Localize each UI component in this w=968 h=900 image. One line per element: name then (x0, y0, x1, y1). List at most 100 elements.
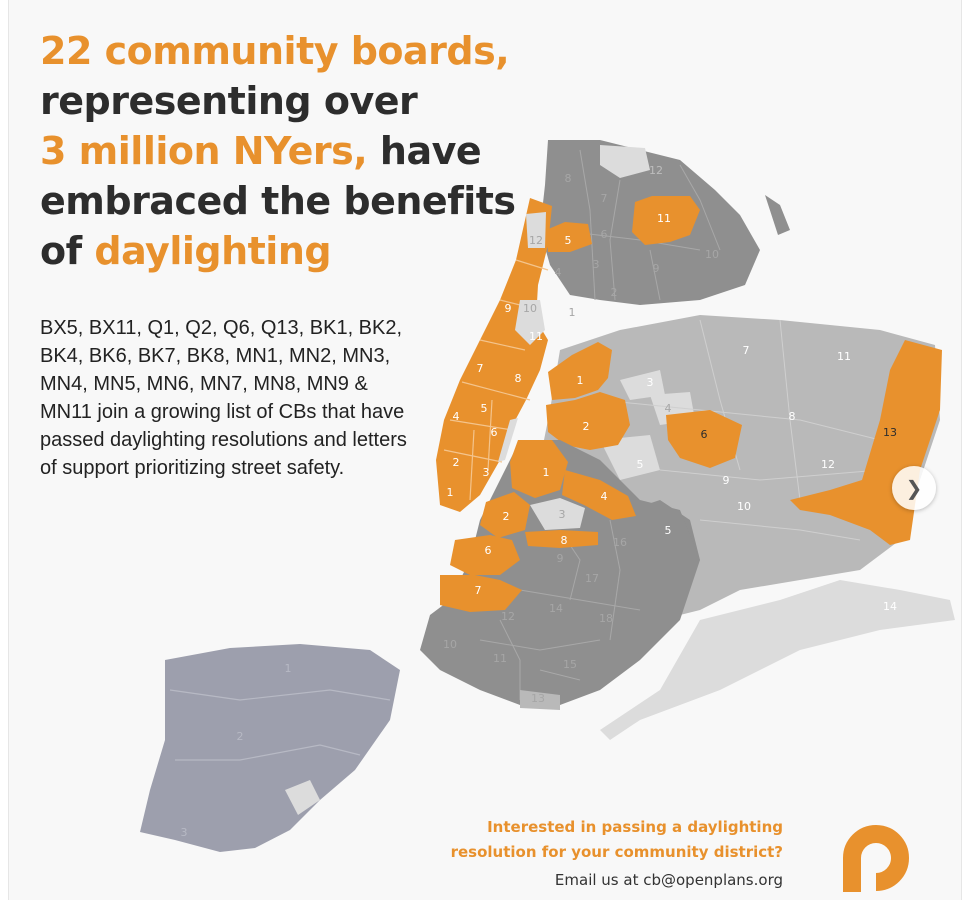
coney-island-light (520, 690, 560, 710)
bx5 (546, 222, 592, 252)
bk-label: 15 (563, 658, 577, 671)
chevron-right-icon: ❯ (905, 476, 923, 500)
headline-line-1: 22 community boards, (40, 29, 510, 73)
bk-label: 10 (443, 638, 457, 651)
bk-label: 4 (601, 490, 608, 503)
bx-label: 2 (611, 286, 618, 299)
bk-label: 1 (543, 466, 550, 479)
manhattan (436, 198, 552, 512)
cta-line-2: resolution for your community district? (450, 843, 783, 861)
qn-label: 8 (789, 410, 796, 423)
headline-line-4: embraced the benefits (40, 179, 516, 223)
bronx-light (600, 145, 650, 178)
bx-label: 6 (601, 228, 608, 241)
mn-label: 12 (529, 234, 543, 247)
bk-label: 12 (501, 610, 515, 623)
qn-label: 3 (647, 376, 654, 389)
qn-label: 2 (583, 420, 590, 433)
bk-label: 11 (493, 652, 507, 665)
bx-label: 4 (555, 266, 562, 279)
qn-label: 10 (737, 500, 751, 513)
call-to-action: Interested in passing a daylighting reso… (451, 815, 783, 895)
cta-email[interactable]: Email us at cb@openplans.org (554, 871, 783, 889)
queens-light-5 (600, 435, 660, 480)
qn-label: 7 (743, 344, 750, 357)
bk7 (440, 575, 522, 612)
mn-label: 2 (453, 456, 460, 469)
headline-line-3-rest: have (367, 129, 482, 173)
mn-label: 11 (529, 330, 543, 343)
jamaica-bay-islands (600, 580, 955, 740)
headline-highlight-5: daylighting (94, 229, 332, 273)
qn-label: 1 (577, 374, 584, 387)
staten-island-shore-light (285, 780, 320, 815)
bx11 (632, 196, 700, 245)
staten-island (140, 644, 400, 852)
q6 (666, 410, 742, 468)
bk1 (510, 440, 568, 498)
bk-label: 8 (561, 534, 568, 547)
bx-label: 12 (649, 164, 663, 177)
bk6 (450, 535, 520, 575)
headline-highlight-3: 3 million NYers, (40, 129, 368, 173)
bx-label: 10 (705, 248, 719, 261)
bk-label: 16 (613, 536, 627, 549)
bk-label: 13 (531, 692, 545, 705)
bx-label: 11 (657, 212, 671, 225)
q1 (548, 342, 612, 400)
headline-line-2: representing over (40, 79, 418, 123)
qn-label: 12 (821, 458, 835, 471)
qn-label: 6 (701, 428, 708, 441)
qn-label: 5 (637, 458, 644, 471)
mn-label: 9 (505, 302, 512, 315)
mn-label: 10 (523, 302, 537, 315)
bk-label: 9 (557, 552, 564, 565)
body-text: BX5, BX11, Q1, Q2, Q6, Q13, BK1, BK2, BK… (40, 317, 407, 479)
bx-label: 8 (565, 172, 572, 185)
si-label: 2 (237, 730, 244, 743)
queens-light (620, 370, 665, 400)
bk2 (480, 492, 530, 538)
q2 (546, 392, 630, 450)
si-label: 3 (181, 826, 188, 839)
bk-label: 17 (585, 572, 599, 585)
bk8 (525, 530, 598, 548)
mn10-light (515, 300, 545, 345)
mn-label: 8 (515, 372, 522, 385)
qn-label: 11 (837, 350, 851, 363)
mn-label: 4 (453, 410, 460, 423)
qn-label: 4 (665, 402, 672, 415)
next-slide-button[interactable]: ❯ (892, 466, 936, 510)
openplans-logo (843, 825, 909, 892)
mn12-light (526, 212, 546, 248)
bk-label: 7 (475, 584, 482, 597)
map-number-labels: 12 8 7 11 5 6 4 3 9 10 2 1 12 9 10 11 7 … (181, 164, 898, 839)
mn-label: 6 (491, 426, 498, 439)
mn-label: 7 (477, 362, 484, 375)
bk-label: 6 (485, 544, 492, 557)
bk3-light (530, 498, 585, 530)
qn-label: 14 (883, 600, 897, 613)
bk4 (562, 470, 636, 520)
bx-label: 3 (593, 258, 600, 271)
mn-label: 1 (447, 486, 454, 499)
bk-label: 3 (559, 508, 566, 521)
si-label: 1 (285, 662, 292, 675)
bk-label: 18 (599, 612, 613, 625)
qn-label: 13 (883, 426, 897, 439)
bx-label: 5 (565, 234, 572, 247)
headline-line-5-lead: of (40, 229, 95, 273)
bk-label: 2 (503, 510, 510, 523)
cta-line-1: Interested in passing a daylighting (487, 818, 783, 836)
bx-label: 1 (569, 306, 576, 319)
bx-label: 9 (653, 262, 660, 275)
headline: 22 community boards, representing over 3… (40, 26, 516, 276)
qn-label: 9 (723, 474, 730, 487)
roosevelt-island (498, 418, 518, 462)
bx-label: 7 (601, 192, 608, 205)
mn-label: 5 (481, 402, 488, 415)
mn-label: 3 (483, 466, 490, 479)
bronx-islands (765, 195, 790, 235)
bk-label: 14 (549, 602, 563, 615)
